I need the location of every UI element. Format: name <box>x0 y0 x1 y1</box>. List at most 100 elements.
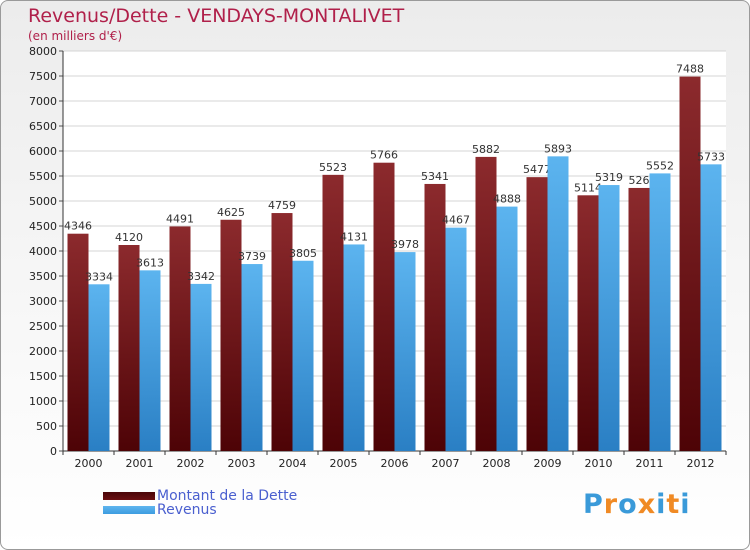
proxiti-logo-letter: i <box>656 489 667 520</box>
data-label-revenus: 3342 <box>187 270 215 283</box>
y-tick-label: 1500 <box>29 370 57 383</box>
data-label-revenus: 3613 <box>136 256 164 269</box>
chart-title: Revenus/Dette - VENDAYS-MONTALIVET <box>28 5 405 27</box>
data-label-dette: 4491 <box>166 212 194 225</box>
bar-revenus <box>190 283 212 451</box>
data-label-dette: 4346 <box>64 220 92 233</box>
chart-subtitle: (en milliers d'€) <box>28 29 123 43</box>
data-label-revenus: 3978 <box>391 238 419 251</box>
data-label-dette: 7488 <box>676 63 704 76</box>
y-tick-label: 8000 <box>29 45 57 58</box>
legend-label-revenus: Revenus <box>157 502 217 518</box>
y-tick-label: 0 <box>50 445 57 458</box>
x-tick-label: 2005 <box>330 457 358 470</box>
bar-dette <box>628 187 650 451</box>
y-tick-label: 4500 <box>29 220 57 233</box>
bar-revenus <box>547 156 569 451</box>
bar-dette <box>322 174 344 451</box>
x-tick-label: 2008 <box>483 457 511 470</box>
legend-item-revenus: Revenus <box>103 502 217 518</box>
bar-dette <box>475 156 497 451</box>
y-tick-label: 1000 <box>29 395 57 408</box>
data-label-revenus: 3805 <box>289 247 317 260</box>
proxiti-logo-letter: t <box>666 489 681 520</box>
proxiti-logo-letter: i <box>680 489 691 520</box>
bar-dette <box>271 213 293 451</box>
proxiti-logo-letter: x <box>637 489 657 520</box>
data-label-dette: 5766 <box>370 149 398 162</box>
legend-swatch-revenus <box>103 506 155 514</box>
data-label-revenus: 5319 <box>595 171 623 184</box>
y-tick-label: 5500 <box>29 170 57 183</box>
data-label-dette: 4120 <box>115 231 143 244</box>
data-label-dette: 4759 <box>268 199 296 212</box>
bar-revenus <box>241 264 263 451</box>
proxiti-logo-letter: o <box>618 489 638 520</box>
bar-dette <box>169 226 191 451</box>
data-label-dette: 5523 <box>319 161 347 174</box>
data-label-revenus: 5733 <box>697 150 725 163</box>
x-tick-label: 2009 <box>534 457 562 470</box>
legend-label-dette: Montant de la Dette <box>157 488 298 504</box>
legend-item-dette: Montant de la Dette <box>103 488 297 504</box>
y-tick-label: 6000 <box>29 145 57 158</box>
bar-revenus <box>649 173 671 451</box>
data-label-dette: 4625 <box>217 206 245 219</box>
bar-dette <box>577 195 599 451</box>
data-label-revenus: 5552 <box>646 159 674 172</box>
data-label-revenus: 3739 <box>238 250 266 263</box>
y-tick-label: 7500 <box>29 70 57 83</box>
bar-revenus <box>445 227 467 451</box>
bar-dette <box>679 76 701 451</box>
x-tick-label: 2011 <box>636 457 664 470</box>
x-tick-label: 2003 <box>228 457 256 470</box>
y-tick-label: 6500 <box>29 120 57 133</box>
bar-revenus <box>700 164 722 451</box>
data-label-revenus: 4131 <box>340 230 368 243</box>
y-tick-label: 3500 <box>29 270 57 283</box>
bar-revenus <box>343 244 365 451</box>
data-label-revenus: 4888 <box>493 193 521 206</box>
x-tick-label: 2012 <box>687 457 715 470</box>
y-tick-label: 7000 <box>29 95 57 108</box>
proxiti-logo-letter: P <box>583 489 604 520</box>
x-tick-label: 2004 <box>279 457 307 470</box>
data-label-dette: 5341 <box>421 170 449 183</box>
bar-revenus <box>496 206 518 451</box>
y-tick-label: 4000 <box>29 245 57 258</box>
data-label-dette: 5882 <box>472 143 500 156</box>
bar-revenus <box>394 252 416 451</box>
proxiti-logo: Proxiti <box>583 489 691 520</box>
bar-dette <box>424 183 446 451</box>
bar-dette <box>118 245 140 451</box>
data-label-revenus: 4467 <box>442 214 470 227</box>
y-tick-label: 500 <box>36 420 57 433</box>
y-tick-label: 2000 <box>29 345 57 358</box>
bar-dette <box>220 219 242 451</box>
y-tick-label: 5000 <box>29 195 57 208</box>
x-tick-label: 2002 <box>177 457 205 470</box>
data-label-dette: 5114 <box>574 181 602 194</box>
legend-swatch-dette <box>103 492 155 500</box>
bar-dette <box>373 162 395 451</box>
x-tick-label: 2000 <box>75 457 103 470</box>
bar-revenus <box>292 260 314 451</box>
bar-dette <box>67 233 89 451</box>
data-label-dette: 5477 <box>523 163 551 176</box>
data-label-revenus: 5893 <box>544 142 572 155</box>
x-tick-label: 2006 <box>381 457 409 470</box>
bar-revenus <box>598 185 620 452</box>
bar-revenus <box>139 270 161 451</box>
y-tick-label: 2500 <box>29 320 57 333</box>
x-tick-label: 2010 <box>585 457 613 470</box>
data-label-dette: 526 <box>629 174 650 187</box>
x-tick-label: 2001 <box>126 457 154 470</box>
x-tick-label: 2007 <box>432 457 460 470</box>
bar-dette <box>526 177 548 451</box>
proxiti-logo-letter: r <box>603 489 619 520</box>
y-tick-label: 3000 <box>29 295 57 308</box>
data-label-revenus: 3334 <box>85 270 113 283</box>
bar-revenus <box>88 284 110 451</box>
